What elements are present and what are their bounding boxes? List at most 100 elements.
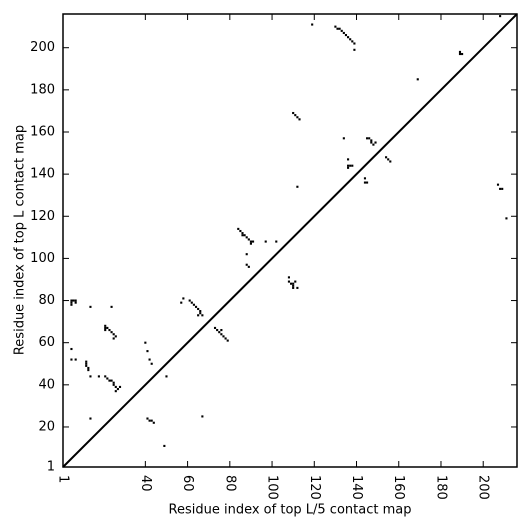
contact <box>89 375 92 378</box>
y-tick-label: 60 <box>38 335 55 350</box>
x-tick-label: 140 <box>349 475 364 500</box>
contact <box>353 42 356 45</box>
contact <box>150 362 153 365</box>
y-tick-label: 80 <box>38 293 55 308</box>
contact <box>148 358 151 361</box>
contact <box>108 328 111 332</box>
contact <box>296 116 299 119</box>
contact <box>110 305 113 308</box>
contact <box>342 137 345 140</box>
contact <box>458 52 462 56</box>
contact <box>370 141 373 144</box>
x-tick-label: 100 <box>265 475 280 500</box>
contact <box>349 164 352 167</box>
contact <box>201 415 204 418</box>
contact <box>148 419 151 422</box>
contact <box>353 48 356 51</box>
contact <box>163 444 166 447</box>
contact <box>311 23 314 26</box>
contact <box>144 341 147 344</box>
x-tick-label: 1 <box>56 475 71 483</box>
contact <box>72 299 75 302</box>
contact <box>237 227 240 230</box>
contact <box>340 29 343 32</box>
contact <box>222 335 225 338</box>
contact <box>363 181 367 184</box>
contact <box>110 379 113 382</box>
contact <box>496 183 500 186</box>
contact <box>294 114 297 117</box>
contact <box>351 40 354 43</box>
contact <box>180 301 183 304</box>
contact <box>70 301 73 304</box>
contact <box>104 326 107 329</box>
y-tick-label: 160 <box>30 124 55 139</box>
contact <box>70 358 73 361</box>
contact <box>70 299 73 302</box>
contact <box>243 234 246 237</box>
contact <box>292 111 295 115</box>
contact <box>150 419 153 422</box>
x-axis-label: Residue index of top L/5 contact map <box>169 503 412 518</box>
contact <box>416 78 419 81</box>
contact <box>220 333 223 336</box>
contact <box>347 158 350 161</box>
contact <box>194 305 198 308</box>
contact <box>292 284 295 287</box>
contact <box>458 50 462 53</box>
contact <box>197 314 200 317</box>
contact <box>351 164 354 167</box>
contact <box>114 390 117 393</box>
contact <box>342 31 345 35</box>
contact <box>347 164 350 167</box>
contact <box>104 328 107 332</box>
contact <box>112 381 115 384</box>
contact <box>349 38 352 41</box>
contact <box>275 240 278 243</box>
x-tick-label: 120 <box>307 475 322 500</box>
contact <box>70 303 73 306</box>
contact <box>106 326 109 329</box>
contact <box>108 379 111 382</box>
contact <box>112 333 115 336</box>
contact <box>338 27 341 30</box>
contact <box>290 282 293 285</box>
plot-frame <box>62 13 518 468</box>
y-tick-label: 140 <box>30 167 55 182</box>
contact <box>501 187 504 190</box>
contact <box>118 385 122 388</box>
x-tick-label: 60 <box>180 475 195 492</box>
contact <box>146 417 149 420</box>
contact <box>505 217 508 220</box>
contact <box>112 383 115 386</box>
y-tick-label: 200 <box>30 40 55 55</box>
contact <box>146 350 149 353</box>
contact <box>192 303 195 306</box>
contact <box>199 312 202 315</box>
contact <box>85 362 88 365</box>
contact <box>104 324 107 327</box>
contact <box>292 286 295 289</box>
contact <box>197 307 200 311</box>
contact <box>249 240 252 243</box>
contact <box>385 156 388 159</box>
contact <box>387 158 390 161</box>
contact <box>97 375 100 378</box>
contact <box>251 240 255 243</box>
contact <box>87 366 90 370</box>
contact <box>70 347 73 351</box>
contact <box>114 335 117 338</box>
y-tick-label: 100 <box>30 251 55 266</box>
contact <box>239 229 242 233</box>
y-tick-label: 20 <box>38 419 55 434</box>
contact <box>74 301 77 304</box>
y-tick-label: 40 <box>38 377 55 392</box>
x-tick-label: 40 <box>138 475 153 492</box>
contact <box>74 299 77 302</box>
y-tick-label: 1 <box>47 460 55 475</box>
contact <box>241 234 244 237</box>
contact <box>363 177 367 180</box>
contact <box>334 25 337 28</box>
contact <box>370 139 373 142</box>
